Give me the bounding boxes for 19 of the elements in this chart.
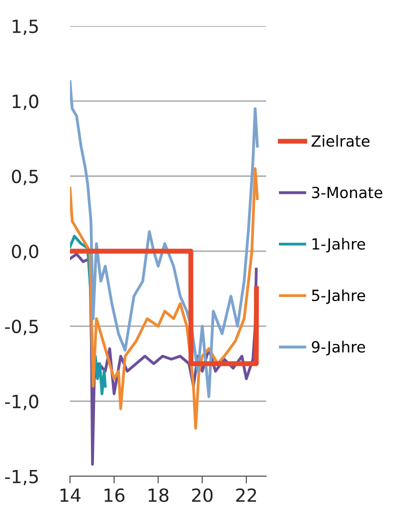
x-tick-label: 14 <box>60 488 80 502</box>
x-tick-label: 16 <box>104 488 124 502</box>
x-tick-label: 18 <box>148 488 168 502</box>
y-tick-label: -0,5 <box>5 320 38 336</box>
y-tick-label: 1,5 <box>12 20 38 36</box>
y-tick-label: 1,0 <box>12 94 38 110</box>
y-tick-label: -1,5 <box>5 470 38 486</box>
legend-label: 3-Monate <box>312 186 382 198</box>
x-tick-label: 20 <box>192 488 213 502</box>
y-tick-label: -1,0 <box>5 394 38 410</box>
legend-label: 5-Jahre <box>312 289 366 304</box>
legend-label: Zielrate <box>312 134 370 147</box>
line-series <box>70 167 259 430</box>
line-series <box>70 80 259 398</box>
legend-label: 1-Jahre <box>312 238 366 253</box>
y-tick-label: 0,0 <box>12 244 38 260</box>
x-tick-label: 22 <box>236 488 256 502</box>
y-tick-label: 0,5 <box>12 170 38 186</box>
legend-label: 9-Jahre <box>312 340 366 356</box>
